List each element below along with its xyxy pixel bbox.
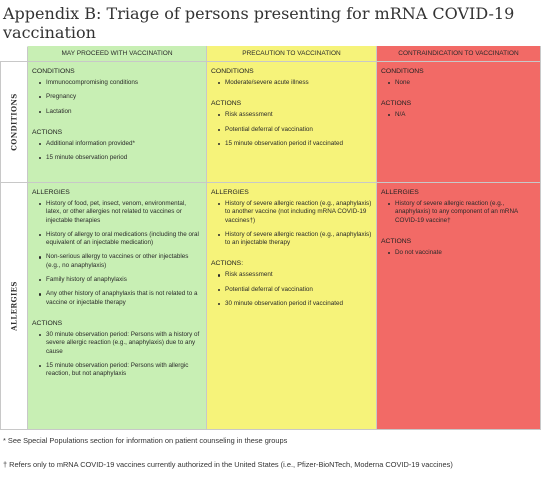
bullet-list: N/A xyxy=(381,111,536,119)
cell-allergies-precaution: ALLERGIES History of severe allergic reac… xyxy=(207,183,377,430)
header-contraindication: CONTRAINDICATION TO VACCINATION xyxy=(377,46,541,62)
list-item: Additional information provided* xyxy=(32,140,202,148)
bullet-list: History of severe allergic reaction (e.g… xyxy=(211,200,372,247)
section-heading: ALLERGIES xyxy=(32,189,70,196)
actions-heading: ACTIONS: xyxy=(211,260,244,268)
header-may-proceed: MAY PROCEED WITH VACCINATION xyxy=(28,46,207,62)
cell-conditions-contraindication: CONDITIONS None ACTIONS N/A xyxy=(377,62,541,183)
row-label-conditions: CONDITIONS xyxy=(9,93,19,151)
list-item: 15 minute observation period: Persons wi… xyxy=(32,362,202,379)
cell-allergies-contraindication: ALLERGIES History of severe allergic reac… xyxy=(377,183,541,430)
list-item: History of severe allergic reaction (e.g… xyxy=(381,200,536,225)
bullet-list: History of food, pet, insect, venom, env… xyxy=(32,200,202,307)
section-heading: CONDITIONS xyxy=(381,68,424,75)
bullet-list: None xyxy=(381,79,536,87)
row-label-allergies: ALLERGIES xyxy=(9,281,19,331)
bullet-list: History of severe allergic reaction (e.g… xyxy=(381,200,536,225)
list-item: Do not vaccinate xyxy=(381,249,536,257)
actions-heading: ACTIONS xyxy=(381,100,412,108)
row-label-conditions-cell: CONDITIONS xyxy=(0,62,28,183)
bullet-list: Do not vaccinate xyxy=(381,249,536,257)
actions-heading: ACTIONS xyxy=(32,319,63,327)
list-item: Lactation xyxy=(32,108,202,116)
list-item: Immunocompromising conditions xyxy=(32,79,202,87)
list-item: History of severe allergic reaction (e.g… xyxy=(211,200,372,225)
list-item: Potential deferral of vaccination xyxy=(211,286,372,294)
actions-heading: ACTIONS xyxy=(32,128,63,136)
footnotes: * See Special Populations section for in… xyxy=(3,436,538,484)
list-item: Any other history of anaphylaxis that is… xyxy=(32,290,202,307)
section-heading: CONDITIONS xyxy=(211,68,254,75)
list-item: 15 minute observation period if vaccinat… xyxy=(211,140,372,148)
actions-heading: ACTIONS xyxy=(211,100,242,108)
list-item: History of allergy to oral medications (… xyxy=(32,231,202,248)
list-item: History of severe allergic reaction (e.g… xyxy=(211,231,372,248)
list-item: History of food, pet, insect, venom, env… xyxy=(32,200,202,225)
page-title: Appendix B: Triage of persons presenting… xyxy=(3,4,515,42)
list-item: 15 minute observation period xyxy=(32,154,202,162)
section-heading: ALLERGIES xyxy=(381,189,419,196)
list-item: Moderate/severe acute illness xyxy=(211,79,372,87)
bullet-list: Immunocompromising conditions Pregnancy La… xyxy=(32,79,202,116)
footnote-dagger: † Refers only to mRNA COVID-19 vaccines … xyxy=(3,460,453,469)
list-item: Pregnancy xyxy=(32,93,202,101)
bullet-list: Risk assessment Potential deferral of vac… xyxy=(211,271,372,308)
header-precaution: PRECAUTION TO VACCINATION xyxy=(207,46,377,62)
triage-table: MAY PROCEED WITH VACCINATION PRECAUTION … xyxy=(0,46,541,430)
cell-conditions-may-proceed: CONDITIONS Immunocompromising conditions P… xyxy=(28,62,207,183)
bullet-list: Moderate/severe acute illness xyxy=(211,79,372,87)
actions-heading: ACTIONS xyxy=(381,237,412,245)
list-item: N/A xyxy=(381,111,536,119)
cell-allergies-may-proceed: ALLERGIES History of food, pet, insect, v… xyxy=(28,183,207,430)
cell-conditions-precaution: CONDITIONS Moderate/severe acute illness A… xyxy=(207,62,377,183)
list-item: Risk assessment xyxy=(211,271,372,279)
bullet-list: Risk assessment Potential deferral of vac… xyxy=(211,111,372,148)
bullet-list: Additional information provided* 15 minut… xyxy=(32,140,202,163)
row-label-allergies-cell: ALLERGIES xyxy=(0,183,28,430)
list-item: Family history of anaphylaxis xyxy=(32,276,202,284)
list-item: 30 minute observation period if vaccinat… xyxy=(211,300,372,308)
section-heading: CONDITIONS xyxy=(32,68,75,75)
table-corner xyxy=(0,46,28,62)
list-item: None xyxy=(381,79,536,87)
section-heading: ALLERGIES xyxy=(211,189,249,196)
list-item: Risk assessment xyxy=(211,111,372,119)
list-item: Non-serious allergy to vaccines or other… xyxy=(32,253,202,270)
list-item: Potential deferral of vaccination xyxy=(211,126,372,134)
list-item: 30 minute observation period: Persons wi… xyxy=(32,331,202,356)
bullet-list: 30 minute observation period: Persons wi… xyxy=(32,331,202,378)
footnote-asterisk: * See Special Populations section for in… xyxy=(3,436,288,445)
